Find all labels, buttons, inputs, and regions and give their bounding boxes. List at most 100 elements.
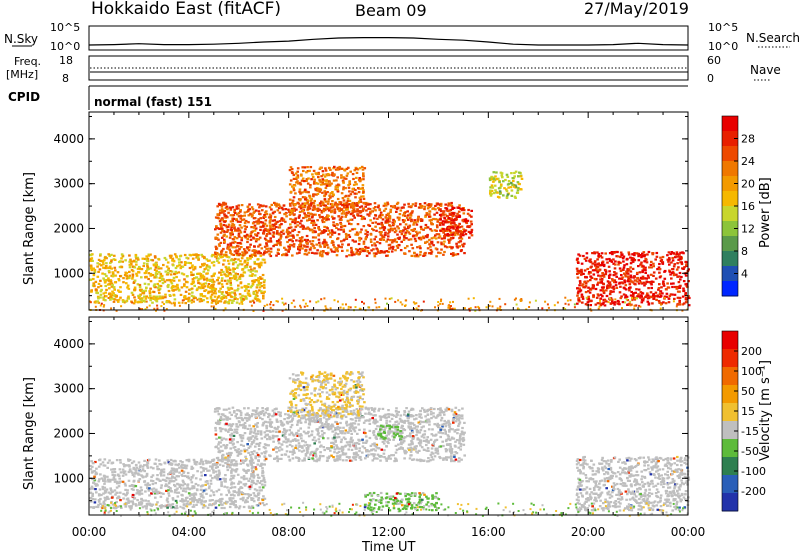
power-echo-cell xyxy=(235,205,239,208)
power-echo-cell xyxy=(581,297,585,300)
power-echo-cell xyxy=(456,231,459,234)
power-echo-cell xyxy=(223,296,225,299)
power-echo-cell xyxy=(263,304,266,307)
power-echo-cell xyxy=(612,287,616,291)
vel-echo-cell xyxy=(167,486,171,489)
power-echo-cell xyxy=(212,274,215,277)
power-echo-cell xyxy=(271,227,275,230)
power-echo-cell xyxy=(608,276,611,279)
power-echo-cell xyxy=(218,209,222,212)
power-echo-cell xyxy=(291,254,294,257)
power-echo-cell xyxy=(366,250,369,253)
power-echo-cell xyxy=(229,250,232,253)
vel-echo-cell xyxy=(192,494,196,497)
power-echo-cell xyxy=(420,204,424,208)
power-echo-cell xyxy=(350,203,353,206)
power-echo-cell xyxy=(300,191,304,194)
power-echo-cell xyxy=(275,205,278,208)
power-echo-cell xyxy=(372,207,376,210)
power-echo-cell xyxy=(346,199,350,202)
power-echo-cell xyxy=(644,269,647,272)
power-echo-cell xyxy=(225,275,228,278)
power-echo-cell xyxy=(469,307,472,310)
power-echo-cell xyxy=(103,299,106,302)
power-echo-cell xyxy=(671,271,674,275)
power-echo-cell xyxy=(368,224,372,227)
vel-echo-cell xyxy=(223,480,226,483)
power-echo-cell xyxy=(209,297,213,300)
power-echo-cell xyxy=(184,280,188,283)
vel-echo-cell xyxy=(180,487,183,490)
power-echo-cell xyxy=(231,238,235,241)
power-echo-cell xyxy=(252,249,255,252)
power-echo-cell xyxy=(411,210,414,213)
power-echo-cell xyxy=(217,257,220,260)
power-echo-cell xyxy=(633,259,637,262)
power-echo-cell xyxy=(609,302,613,305)
vel-echo-cell xyxy=(115,480,119,483)
vel-echo-cell xyxy=(103,475,107,478)
power-echo-cell xyxy=(188,266,192,270)
power-echo-cell xyxy=(367,207,370,210)
power-echo-cell xyxy=(386,302,388,305)
power-echo-cell xyxy=(269,225,272,228)
power-echo-cell xyxy=(407,214,410,217)
vel-echo-cell xyxy=(146,466,150,469)
power-echo-cell xyxy=(229,273,232,276)
power-echo-cell xyxy=(442,227,445,231)
power-echo-cell xyxy=(149,253,152,256)
vel-echo-cell xyxy=(89,468,93,471)
power-echo-cell xyxy=(602,273,606,276)
power-echo-cell xyxy=(668,294,672,297)
power-echo-cell xyxy=(241,268,245,271)
power-echo-cell xyxy=(301,202,304,205)
power-echo-cell xyxy=(663,296,666,299)
power-echo-cell xyxy=(242,254,245,257)
power-echo-cell xyxy=(233,241,237,244)
power-echo-cell xyxy=(595,296,599,299)
power-echo-cell xyxy=(439,210,443,213)
power-echo-cell xyxy=(495,171,498,174)
vel-echo-cell xyxy=(145,502,149,505)
power-echo-cell xyxy=(584,286,587,289)
power-echo-cell xyxy=(305,242,309,245)
power-echo-cell xyxy=(263,250,267,253)
power-echo-cell xyxy=(678,271,682,275)
vel-echo-cell xyxy=(160,474,163,477)
vel-echo-cell xyxy=(146,486,149,490)
power-echo-cell xyxy=(621,282,625,285)
power-echo-cell xyxy=(584,284,588,287)
power-echo-cell xyxy=(343,202,346,205)
power-echo-cell xyxy=(215,247,218,251)
power-echo-cell xyxy=(136,256,140,259)
vel-echo-cell xyxy=(225,493,228,497)
power-echo-cell xyxy=(233,297,237,300)
power-echo-cell xyxy=(382,204,386,207)
power-echo-cell xyxy=(113,266,117,269)
power-echo-cell xyxy=(669,252,672,256)
vel-echo-cell xyxy=(132,460,136,463)
vel-echo-cell xyxy=(257,496,261,500)
power-echo-cell xyxy=(238,277,242,280)
power-echo-cell xyxy=(628,287,631,290)
power-echo-cell xyxy=(384,307,387,310)
vel-echo-cell xyxy=(137,461,141,464)
power-echo-cell xyxy=(594,264,597,267)
power-echo-cell xyxy=(258,283,262,286)
power-echo-cell xyxy=(128,266,132,269)
power-echo-cell xyxy=(415,230,418,233)
power-echo-cell xyxy=(677,275,681,278)
power-echo-cell xyxy=(228,268,232,271)
power-echo-cell xyxy=(209,295,213,298)
power-echo-cell xyxy=(126,284,130,287)
power-echo-cell xyxy=(263,279,266,282)
power-echo-cell xyxy=(231,246,234,249)
power-echo-cell xyxy=(105,265,108,268)
vel-echo-cell xyxy=(157,478,160,481)
vel-echo-cell xyxy=(115,491,118,494)
power-echo-cell xyxy=(99,293,103,296)
power-echo-cell xyxy=(311,175,315,179)
vel-echo-cell xyxy=(121,474,125,477)
power-echo-cell xyxy=(367,246,370,249)
power-echo-cell xyxy=(220,283,224,286)
